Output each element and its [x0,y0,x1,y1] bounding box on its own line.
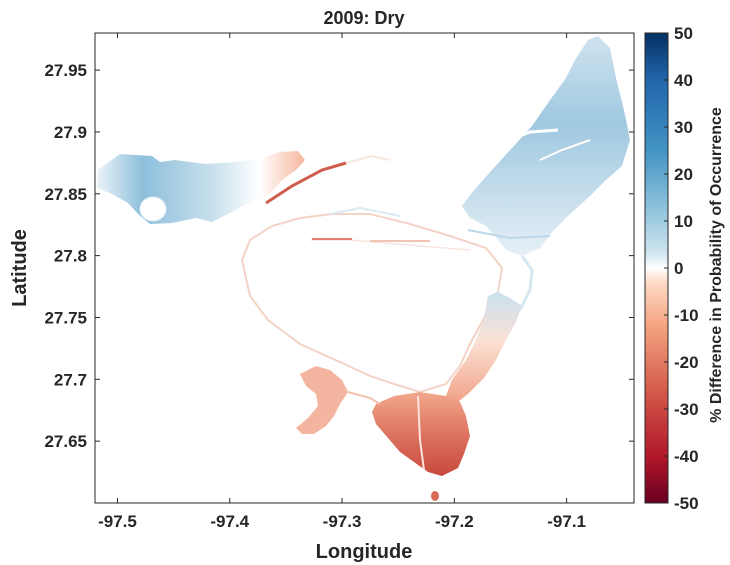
y-tick-label: 27.95 [44,61,87,80]
y-tick-label: 27.85 [44,185,87,204]
colorbar-tick-label: 50 [674,24,693,43]
colorbar-tick-label: -20 [674,353,699,372]
y-tick-label: 27.65 [44,432,87,451]
colorbar-tick-label: -40 [674,447,699,466]
colorbar-tick-label: 10 [674,212,693,231]
oso-bay-inlet [347,391,381,405]
y-axis-label: Latitude [9,229,31,307]
colorbar-tick-label: 0 [674,259,683,278]
x-tick-label: -97.3 [323,512,362,531]
oso-bay-region [296,366,348,434]
laguna-madre-channel [417,395,425,471]
y-axis: 27.95 27.9 27.85 27.8 27.75 27.7 27.65 [44,61,634,451]
redfish-bay-channel [499,128,559,146]
chart-title: 2009: Dry [323,8,404,28]
redfish-bay-channel-2 [539,139,591,161]
harbor-island-strip [467,229,551,240]
colorbar-ticks: 50 40 30 20 10 0 -10 -20 -30 -40 -50 [664,24,699,513]
redfish-bay-region [462,36,630,256]
y-tick-label: 27.8 [54,247,87,266]
colorbar: 50 40 30 20 10 0 -10 -20 -30 -40 -50 % Difference … [644,24,725,513]
y-tick-label: 27.75 [44,308,87,327]
laguna-madre-tip [431,491,439,501]
ship-channel-dashes [312,238,352,240]
x-tick-label: -97.2 [435,512,474,531]
channel-dashes-2 [370,240,430,242]
north-shore-strip [345,154,391,164]
map-plot-area [94,32,635,504]
colorbar-label: % Difference in Probability of Occurrenc… [708,107,725,423]
x-axis-label: Longitude [316,541,413,563]
nueces-bay-hole [139,196,167,222]
plot-frame [94,32,635,504]
barrier-shore-strip [518,255,534,311]
x-tick-label: -97.5 [98,512,137,531]
bay-north-edge [329,206,401,217]
y-tick-label: 27.7 [54,370,87,389]
causeway-strip [265,161,347,205]
colorbar-tick-label: 30 [674,118,693,137]
colorbar-tick-label: -10 [674,306,699,325]
x-tick-label: -97.4 [210,512,249,531]
colorbar-tick-label: 20 [674,165,693,184]
y-tick-label: 27.9 [54,123,87,142]
laguna-madre-region [372,392,470,476]
colorbar-tick-label: -30 [674,400,699,419]
mustang-island-region [446,292,522,402]
colorbar-tick-label: 40 [674,71,693,90]
x-tick-label: -97.1 [547,512,586,531]
x-axis: -97.5 -97.4 -97.3 -97.2 -97.1 [98,33,586,531]
colorbar-tick-label: -50 [674,494,699,513]
